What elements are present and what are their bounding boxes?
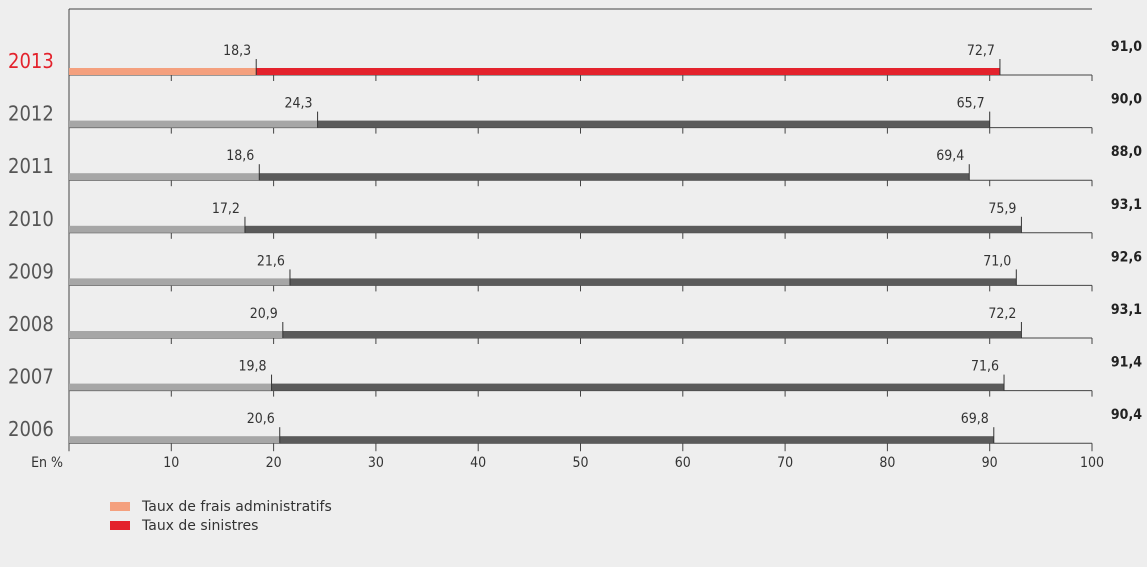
x-tick-label: 100 xyxy=(1080,455,1104,470)
legend-label-sinistres: Taux de sinistres xyxy=(142,517,259,534)
label-total-2012: 90,0 xyxy=(1111,92,1142,108)
label-frais-2013: 18,3 xyxy=(223,43,251,59)
bar-sinistres-2008 xyxy=(282,331,1022,338)
x-tick-label: 40 xyxy=(470,455,486,470)
legend-item-frais: Taux de frais administratifs xyxy=(110,497,332,516)
x-tick-label: 20 xyxy=(266,455,282,470)
year-label-2008: 2008 xyxy=(8,312,54,336)
label-sinistres-2011: 69,4 xyxy=(936,148,964,164)
label-total-2009: 92,6 xyxy=(1111,249,1142,265)
x-tick-label: 10 xyxy=(163,455,179,470)
bar-frais-2010 xyxy=(69,225,245,233)
year-label-2007: 2007 xyxy=(8,365,54,389)
bar-frais-2007 xyxy=(69,383,272,391)
x-tick-label: 50 xyxy=(572,455,588,470)
bar-frais-2012 xyxy=(69,120,318,128)
x-tick-label: 90 xyxy=(982,455,998,470)
label-frais-2007: 19,8 xyxy=(239,359,267,375)
label-sinistres-2009: 71,0 xyxy=(983,253,1011,269)
bar-frais-2008 xyxy=(69,331,283,338)
year-label-2012: 2012 xyxy=(8,102,54,126)
bar-chart: 18,3 72,7 91,0 2013 24,3 65,7 90,0 2012 18,6 69,4… xyxy=(8,8,1142,470)
x-tick-label: 80 xyxy=(879,455,895,470)
x-tick-label: 60 xyxy=(675,455,691,470)
label-total-2013: 91,0 xyxy=(1111,39,1142,55)
x-tick-label: 30 xyxy=(368,455,384,470)
x-tick-label: 70 xyxy=(777,455,793,470)
bar-sinistres-2012 xyxy=(317,120,990,128)
year-label-2013: 2013 xyxy=(8,49,54,73)
bar-sinistres-2007 xyxy=(271,383,1005,391)
year-label-2006: 2006 xyxy=(8,417,54,441)
bar-frais-2006 xyxy=(69,436,280,444)
label-frais-2010: 17,2 xyxy=(212,201,240,217)
label-total-2010: 93,1 xyxy=(1111,197,1142,213)
label-frais-2011: 18,6 xyxy=(226,148,254,164)
bar-sinistres-2011 xyxy=(259,173,970,181)
legend-swatch-frais xyxy=(110,502,130,511)
label-frais-2006: 20,6 xyxy=(247,411,275,427)
label-sinistres-2012: 65,7 xyxy=(957,96,985,112)
year-label-2009: 2009 xyxy=(8,259,54,283)
bar-frais-2013 xyxy=(69,68,257,75)
unit-label: En % xyxy=(31,455,63,470)
label-frais-2012: 24,3 xyxy=(285,96,313,112)
bar-sinistres-2013 xyxy=(256,68,1000,75)
label-sinistres-2013: 72,7 xyxy=(967,43,995,59)
label-total-2008: 93,1 xyxy=(1111,302,1142,318)
bar-frais-2009 xyxy=(69,278,290,286)
label-frais-2008: 20,9 xyxy=(250,306,278,322)
year-label-2010: 2010 xyxy=(8,207,54,231)
label-total-2006: 90,4 xyxy=(1111,407,1142,423)
legend-label-frais: Taux de frais administratifs xyxy=(142,498,332,515)
legend-item-sinistres: Taux de sinistres xyxy=(110,516,332,535)
legend-swatch-sinistres xyxy=(110,521,130,530)
bar-sinistres-2010 xyxy=(244,225,1022,233)
label-sinistres-2006: 69,8 xyxy=(961,411,989,427)
bar-sinistres-2006 xyxy=(279,436,994,444)
label-sinistres-2010: 75,9 xyxy=(988,201,1016,217)
bar-frais-2011 xyxy=(69,173,260,181)
bar-sinistres-2009 xyxy=(289,278,1017,286)
legend: Taux de frais administratifs Taux de sin… xyxy=(110,497,332,535)
label-total-2011: 88,0 xyxy=(1111,144,1142,160)
label-total-2007: 91,4 xyxy=(1111,355,1142,371)
label-sinistres-2008: 72,2 xyxy=(988,306,1016,322)
label-sinistres-2007: 71,6 xyxy=(971,359,999,375)
year-label-2011: 2011 xyxy=(8,154,54,178)
label-frais-2009: 21,6 xyxy=(257,253,285,269)
